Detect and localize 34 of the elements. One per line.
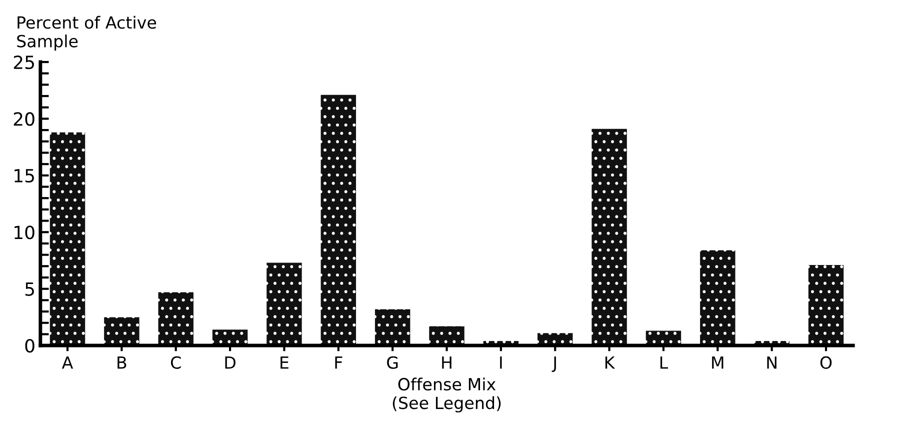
- y-tick-label: 25: [14, 55, 34, 70]
- x-tick-label: K: [605, 356, 616, 369]
- x-tick-label: F: [335, 356, 342, 369]
- x-tick-label: E: [280, 356, 288, 369]
- x-tick-label: M: [712, 356, 724, 369]
- y-tick-label: 0: [25, 339, 34, 353]
- x-tick-label: C: [170, 356, 181, 369]
- x-axis-title: Offense Mix (See Legend): [392, 378, 501, 412]
- bar: [104, 317, 140, 346]
- x-tick-label: O: [820, 356, 832, 369]
- x-tick-label: J: [552, 356, 556, 372]
- bar: [50, 132, 86, 346]
- bar: [212, 330, 248, 346]
- x-tick-label: L: [660, 356, 668, 369]
- bar: [320, 94, 356, 346]
- bar: [700, 250, 736, 346]
- bar: [374, 309, 410, 346]
- bar: [158, 292, 194, 346]
- bar: [266, 262, 302, 346]
- bar: [808, 265, 844, 346]
- y-tick-label: 20: [14, 112, 34, 126]
- x-tick-label: N: [767, 356, 776, 369]
- x-tick-label: I: [500, 356, 502, 369]
- bar: [592, 128, 627, 346]
- x-tick-label: B: [118, 356, 126, 369]
- y-axis-title: Percent of Active Sample: [17, 16, 156, 51]
- x-tick-label: D: [225, 356, 236, 369]
- x-tick-label: H: [442, 356, 452, 369]
- x-tick-label: A: [62, 356, 74, 369]
- y-tick-label: 10: [14, 226, 34, 240]
- x-tick-label: G: [387, 356, 398, 369]
- y-tick-label: 5: [25, 282, 34, 296]
- bar: [429, 326, 464, 346]
- y-tick-label: 15: [14, 169, 34, 183]
